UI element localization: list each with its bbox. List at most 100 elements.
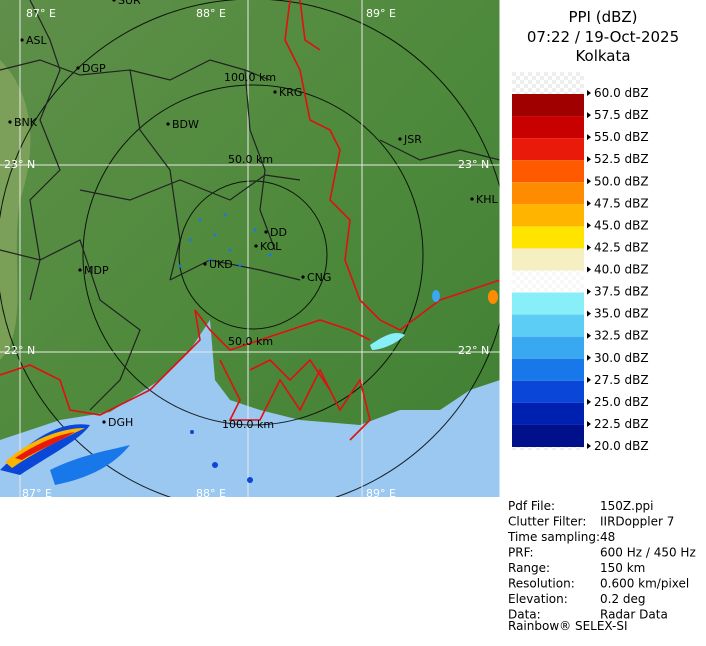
city-dot: [203, 262, 207, 266]
info-value: Radar Data: [600, 608, 668, 622]
legend-tick: [587, 222, 591, 229]
city-dot: [470, 197, 474, 201]
info-key: Elevation:: [508, 592, 568, 606]
legend-label: 57.5 dBZ: [594, 108, 649, 122]
city-label: MDP: [84, 264, 109, 277]
legend-swatch: [512, 160, 584, 183]
info-value: IIRDoppler 7: [600, 515, 674, 529]
info-key: Pdf File:: [508, 499, 555, 513]
grid-label: 22° N: [4, 344, 35, 357]
city-dot: [264, 230, 268, 234]
legend-swatch: [512, 314, 584, 337]
city-dot: [20, 38, 24, 42]
legend-label: 30.0 dBZ: [594, 351, 649, 365]
info-value: 150 km: [600, 561, 645, 575]
legend-tick: [587, 90, 591, 96]
info-value: 0.600 km/pixel: [600, 577, 689, 591]
city-label: CNG: [307, 271, 331, 284]
city-label: DD: [270, 226, 287, 239]
legend-label: 37.5 dBZ: [594, 285, 649, 299]
legend-label: 50.0 dBZ: [594, 174, 649, 188]
legend-label: 32.5 dBZ: [594, 329, 649, 343]
time: 07:22 / 19-Oct-2025: [527, 28, 679, 46]
info-key: Resolution:: [508, 577, 575, 591]
grid-label: 22° N: [458, 344, 489, 357]
info-value: 0.2 deg: [600, 592, 646, 606]
range-label: 100.0 km: [222, 418, 274, 431]
legend-swatch: [512, 138, 584, 161]
city-label: SUR: [118, 0, 141, 7]
city-dot: [273, 90, 277, 94]
city-label: KRG: [279, 86, 302, 99]
title: PPI (dBZ): [568, 8, 637, 26]
city-label: UKD: [209, 258, 233, 271]
city-label: KHL: [476, 193, 498, 206]
legend-swatch: [512, 424, 584, 447]
info-value: 48: [600, 530, 615, 544]
range-label: 50.0 km: [228, 153, 273, 166]
legend-tick: [587, 178, 591, 185]
city-dot: [76, 66, 80, 70]
legend-swatch: [512, 248, 584, 271]
legend-label: 27.5 dBZ: [594, 373, 649, 387]
legend-label: 47.5 dBZ: [594, 196, 649, 210]
city-label: KOL: [260, 240, 282, 253]
range-label: 100.0 km: [224, 71, 276, 84]
grid-label: 88° E: [196, 487, 226, 500]
info-value: 600 Hz / 450 Hz: [600, 546, 696, 560]
legend-tick: [587, 244, 591, 251]
legend-swatch: [512, 116, 584, 139]
legend-tick: [587, 112, 591, 119]
legend-tick: [587, 398, 591, 405]
legend-label: 22.5 dBZ: [594, 417, 649, 431]
grid-label: 23° N: [4, 158, 35, 171]
location: Kolkata: [575, 47, 630, 65]
legend-tick: [587, 156, 591, 163]
legend-tick: [587, 332, 591, 339]
city-label: JSR: [403, 133, 422, 146]
info-key: Clutter Filter:: [508, 515, 586, 529]
info-key: Range:: [508, 561, 550, 575]
info-key: PRF:: [508, 546, 534, 560]
legend-label: 45.0 dBZ: [594, 218, 649, 232]
city-label: BDW: [172, 118, 199, 131]
grid-label: 89° E: [366, 487, 396, 500]
legend-tick: [587, 288, 591, 295]
city-label: DGH: [108, 416, 133, 429]
legend-tick: [587, 376, 591, 383]
echoes: [0, 213, 498, 485]
legend-label: 60.0 dBZ: [594, 86, 649, 100]
legend-label: 40.0 dBZ: [594, 263, 649, 277]
info-key: Data:: [508, 608, 541, 622]
legend-swatch: [512, 270, 584, 293]
legend-tick: [587, 200, 591, 207]
grid-label: 87° E: [22, 487, 52, 500]
legend-label: 35.0 dBZ: [594, 307, 649, 321]
legend-tick: [587, 354, 591, 361]
legend-swatch: [512, 182, 584, 205]
legend-label: 52.5 dBZ: [594, 152, 649, 166]
city-dot: [8, 120, 12, 124]
legend-swatch: [512, 226, 584, 249]
legend-swatch: [512, 204, 584, 227]
legend-label: 25.0 dBZ: [594, 395, 649, 409]
info-key: Time sampling:: [507, 530, 600, 544]
legend-swatch: [512, 358, 584, 381]
city-dot: [102, 420, 106, 424]
legend-swatch: [512, 94, 584, 117]
info-value: 150Z.ppi: [600, 499, 654, 513]
grid-label: 88° E: [196, 7, 226, 20]
legend-tick: [587, 134, 591, 141]
city-label: BNK: [14, 116, 38, 129]
city-dot: [301, 275, 305, 279]
legend-swatch: [512, 402, 584, 425]
grid-label: 89° E: [366, 7, 396, 20]
range-label: 50.0 km: [228, 335, 273, 348]
legend-swatch: [512, 336, 584, 359]
legend-label: 20.0 dBZ: [594, 439, 649, 453]
grid-label: 87° E: [26, 7, 56, 20]
grid-label: 23° N: [458, 158, 489, 171]
legend-label: 55.0 dBZ: [594, 130, 649, 144]
